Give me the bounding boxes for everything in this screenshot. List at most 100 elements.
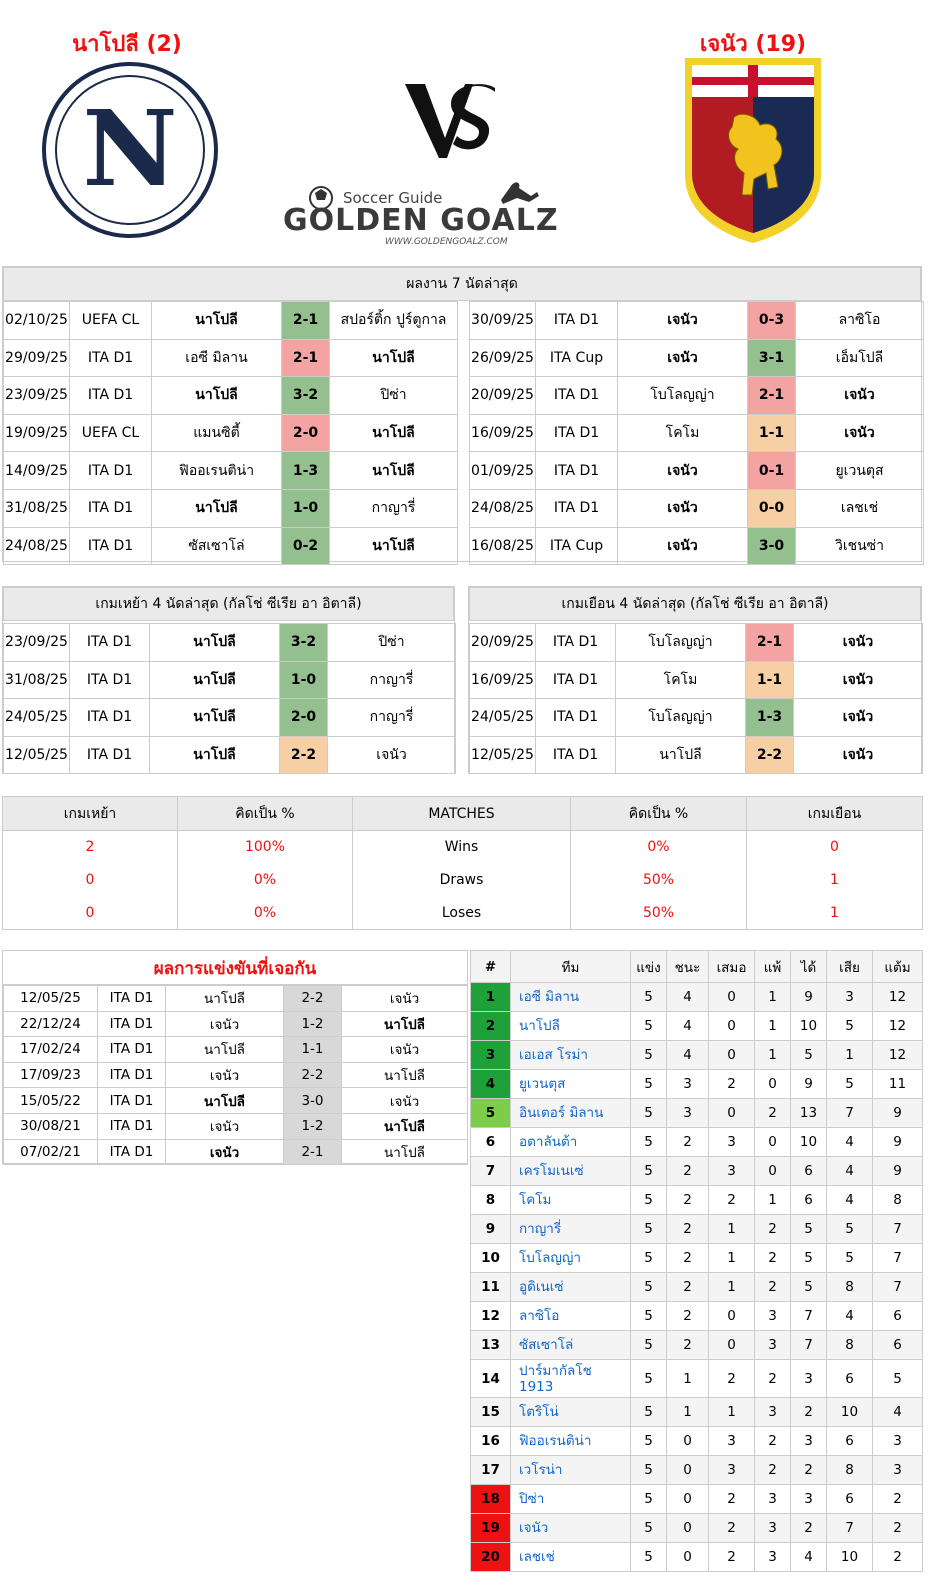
league-rank: 11 bbox=[470, 1272, 511, 1302]
match-away-team: วิเชนซ่า bbox=[795, 526, 924, 566]
league-team-link[interactable]: ยูเวนตุส bbox=[510, 1069, 631, 1099]
league-played: 5 bbox=[630, 1359, 667, 1398]
league-rank: 9 bbox=[470, 1214, 511, 1244]
stats-header: คิดเป็น % bbox=[570, 796, 747, 831]
match-home-team: โคโม bbox=[615, 660, 746, 700]
h2h-date: 30/08/21 bbox=[3, 1112, 98, 1140]
h2h-row: 22/12/24 ITA D1 เจนัว 1-2 นาโปลี bbox=[3, 1010, 468, 1038]
match-away-team: สปอร์ติ้ก ปูร์ตูกาล bbox=[329, 301, 458, 340]
match-row: 23/09/25 ITA D1 นาโปลี 3-2 ปิซ่า bbox=[3, 623, 456, 662]
league-wins: 3 bbox=[666, 1069, 709, 1099]
match-score: 0-2 bbox=[281, 526, 330, 566]
league-points: 8 bbox=[872, 1185, 923, 1215]
league-played: 5 bbox=[630, 1330, 667, 1360]
h2h-competition: ITA D1 bbox=[97, 1112, 166, 1140]
league-points: 6 bbox=[872, 1330, 923, 1360]
league-losses: 0 bbox=[754, 1127, 791, 1157]
league-team-link[interactable]: เครโมเนเซ่ bbox=[510, 1156, 631, 1186]
match-away-team: เจนัว bbox=[795, 376, 924, 415]
match-home-team: ซัสเซาโล่ bbox=[151, 526, 282, 566]
match-home-team: เจนัว bbox=[617, 526, 748, 566]
match-competition: ITA D1 bbox=[535, 660, 616, 700]
match-home-team: เจนัว bbox=[617, 451, 748, 490]
league-points: 7 bbox=[872, 1272, 923, 1302]
league-team-link[interactable]: เอซี มิลาน bbox=[510, 982, 631, 1012]
league-points: 9 bbox=[872, 1098, 923, 1128]
league-losses: 2 bbox=[754, 1426, 791, 1456]
league-wins: 1 bbox=[666, 1397, 709, 1427]
match-competition: ITA D1 bbox=[69, 376, 152, 415]
league-played: 5 bbox=[630, 1011, 667, 1041]
league-goals-against: 3 bbox=[826, 982, 873, 1012]
league-team-link[interactable]: โบโลญญ่า bbox=[510, 1243, 631, 1273]
h2h-score: 1-2 bbox=[283, 1010, 342, 1038]
league-team-link[interactable]: เลชเช่ bbox=[510, 1542, 631, 1572]
h2h-score: 2-1 bbox=[283, 1138, 342, 1166]
league-team-link[interactable]: โคโม bbox=[510, 1185, 631, 1215]
vs-icon bbox=[405, 84, 495, 158]
match-row: 26/09/25 ITA Cup เจนัว 3-1 เอ็มโปลี bbox=[469, 338, 924, 378]
match-score: 2-1 bbox=[745, 623, 794, 662]
league-team-link[interactable]: ฟิออเรนติน่า bbox=[510, 1426, 631, 1456]
h2h-home-team: เจนัว bbox=[165, 1138, 284, 1166]
league-goals-against: 4 bbox=[826, 1156, 873, 1186]
league-team-link[interactable]: นาโปลี bbox=[510, 1011, 631, 1041]
league-losses: 2 bbox=[754, 1272, 791, 1302]
league-team-link[interactable]: เวโรน่า bbox=[510, 1455, 631, 1485]
league-rank: 14 bbox=[470, 1359, 511, 1398]
league-row: 2 นาโปลี 5 4 0 1 10 5 12 bbox=[470, 1011, 923, 1041]
league-points: 6 bbox=[872, 1301, 923, 1331]
h2h-date: 15/05/22 bbox=[3, 1087, 98, 1114]
match-score: 1-0 bbox=[281, 488, 330, 528]
h2h-date: 22/12/24 bbox=[3, 1010, 98, 1038]
match-competition: ITA D1 bbox=[535, 301, 618, 340]
league-points: 5 bbox=[872, 1359, 923, 1398]
league-team-link[interactable]: ซัสเซาโล่ bbox=[510, 1330, 631, 1360]
league-goals-for: 4 bbox=[790, 1542, 827, 1572]
league-points: 7 bbox=[872, 1243, 923, 1273]
league-header: ได้ bbox=[790, 950, 827, 983]
h2h-competition: ITA D1 bbox=[97, 1138, 166, 1166]
home-count: 0 bbox=[2, 896, 178, 930]
league-goals-for: 5 bbox=[790, 1214, 827, 1244]
match-home-team: เจนัว bbox=[617, 338, 748, 378]
league-team-link[interactable]: อินเตอร์ มิลาน bbox=[510, 1098, 631, 1128]
league-team-link[interactable]: ลาซิโอ bbox=[510, 1301, 631, 1331]
league-team-link[interactable]: เจนัว bbox=[510, 1513, 631, 1543]
league-wins: 4 bbox=[666, 1040, 709, 1070]
match-away-team: นาโปลี bbox=[329, 338, 458, 378]
h2h-score: 1-2 bbox=[283, 1112, 342, 1140]
league-team-link[interactable]: อูดิเนเซ่ bbox=[510, 1272, 631, 1302]
match-competition: ITA D1 bbox=[69, 338, 152, 378]
match-date: 24/05/25 bbox=[3, 698, 70, 737]
h2h-away-team: นาโปลี bbox=[341, 1061, 468, 1089]
league-row: 7 เครโมเนเซ่ 5 2 3 0 6 4 9 bbox=[470, 1156, 923, 1186]
match-competition: ITA Cup bbox=[535, 338, 618, 378]
league-team-link[interactable]: อตาลันต้า bbox=[510, 1127, 631, 1157]
league-team-link[interactable]: เอเอส โรม่า bbox=[510, 1040, 631, 1070]
h2h-score: 3-0 bbox=[283, 1087, 342, 1114]
league-rank: 10 bbox=[470, 1243, 511, 1273]
recent-away-table: 30/09/25 ITA D1 เจนัว 0-3 ลาซิโอ 26/09/25 ITA … bbox=[469, 301, 924, 566]
away-percent: 0% bbox=[570, 830, 747, 864]
match-home-team: นาโปลี bbox=[149, 735, 280, 775]
league-team-link[interactable]: ปาร์มากัลโช 1913 bbox=[510, 1359, 631, 1398]
match-date: 24/08/25 bbox=[3, 526, 70, 566]
league-draws: 1 bbox=[708, 1214, 755, 1244]
match-row: 16/08/25 ITA Cup เจนัว 3-0 วิเชนซ่า bbox=[469, 526, 924, 566]
match-score: 2-1 bbox=[281, 338, 330, 378]
league-team-link[interactable]: กาญารี่ bbox=[510, 1214, 631, 1244]
league-row: 1 เอซี มิลาน 5 4 0 1 9 3 12 bbox=[470, 982, 923, 1012]
league-team-link[interactable]: โตริโน่ bbox=[510, 1397, 631, 1427]
match-home-team: โคโม bbox=[617, 413, 748, 453]
league-losses: 2 bbox=[754, 1098, 791, 1128]
match-competition: ITA D1 bbox=[535, 735, 616, 775]
match-row: 20/09/25 ITA D1 โบโลญญ่า 2-1 เจนัว bbox=[469, 376, 924, 415]
h2h-home-team: นาโปลี bbox=[165, 1036, 284, 1063]
match-competition: ITA D1 bbox=[69, 660, 150, 700]
league-wins: 0 bbox=[666, 1455, 709, 1485]
match-score: 0-3 bbox=[747, 301, 796, 340]
match-row: 16/09/25 ITA D1 โคโม 1-1 เจนัว bbox=[469, 660, 923, 700]
match-date: 20/09/25 bbox=[469, 623, 536, 662]
league-team-link[interactable]: ปิซ่า bbox=[510, 1484, 631, 1514]
